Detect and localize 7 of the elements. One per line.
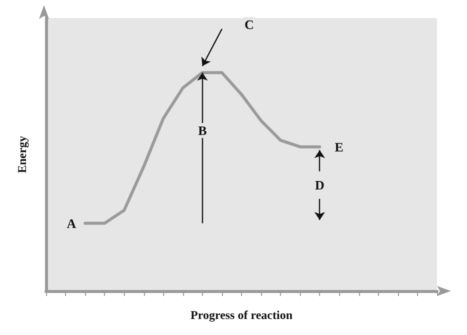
annotation: D xyxy=(315,178,324,193)
x-axis-title: Progress of reaction xyxy=(190,308,293,322)
annotation: A xyxy=(66,216,77,231)
text: C xyxy=(244,17,254,32)
annotation: E xyxy=(334,139,344,154)
y-axis-title: Energy xyxy=(15,136,29,174)
annotation: B xyxy=(198,122,208,138)
